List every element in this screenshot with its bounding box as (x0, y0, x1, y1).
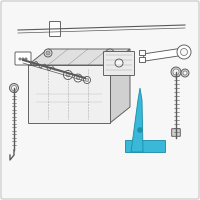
Circle shape (106, 49, 114, 57)
Circle shape (25, 58, 27, 60)
Polygon shape (131, 88, 143, 152)
FancyBboxPatch shape (172, 129, 180, 136)
Circle shape (177, 45, 191, 59)
Circle shape (171, 67, 181, 77)
Circle shape (44, 49, 52, 57)
FancyBboxPatch shape (104, 51, 134, 75)
Circle shape (108, 51, 112, 55)
Polygon shape (125, 140, 165, 152)
Polygon shape (139, 50, 145, 55)
Polygon shape (28, 49, 130, 65)
Circle shape (12, 86, 16, 90)
Circle shape (84, 76, 90, 84)
Circle shape (46, 51, 50, 55)
Circle shape (181, 69, 189, 77)
Circle shape (19, 58, 21, 60)
Circle shape (74, 74, 82, 82)
Circle shape (115, 59, 123, 67)
Polygon shape (139, 57, 145, 62)
FancyBboxPatch shape (50, 21, 60, 36)
FancyBboxPatch shape (15, 52, 31, 65)
Circle shape (10, 84, 18, 92)
Circle shape (64, 71, 72, 79)
Circle shape (183, 71, 187, 75)
Circle shape (66, 73, 70, 77)
Polygon shape (28, 65, 110, 123)
Circle shape (138, 128, 142, 132)
Circle shape (180, 48, 188, 55)
Circle shape (85, 78, 89, 82)
Polygon shape (110, 49, 130, 123)
Polygon shape (143, 48, 185, 61)
Circle shape (173, 69, 179, 75)
Circle shape (76, 76, 80, 80)
Circle shape (22, 58, 24, 60)
